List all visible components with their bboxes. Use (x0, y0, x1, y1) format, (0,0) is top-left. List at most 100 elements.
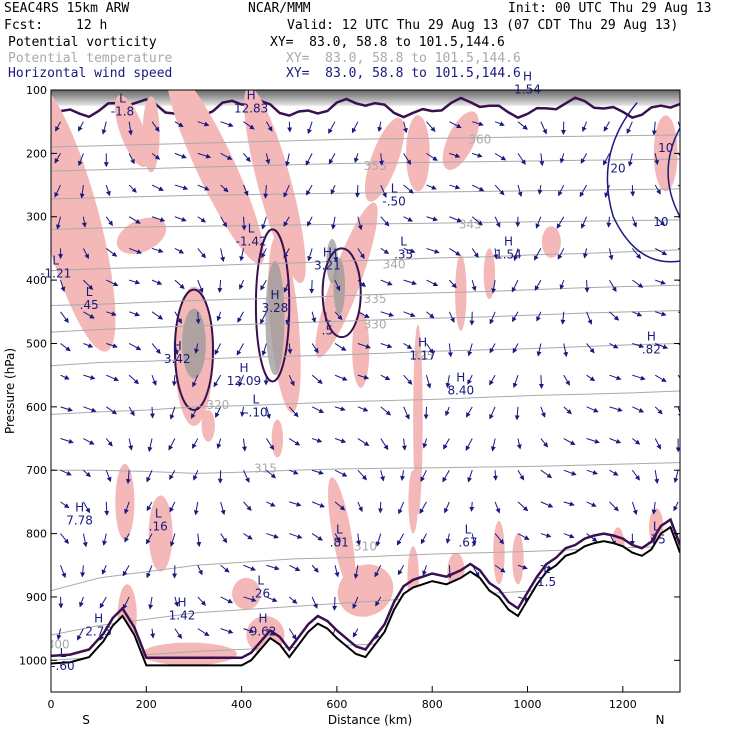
wind-vector (334, 533, 341, 543)
wind-vector (238, 374, 244, 388)
wind-vector (606, 216, 612, 228)
wind-vector (445, 375, 451, 389)
wind-vector (307, 216, 313, 227)
wind-vector (283, 248, 290, 259)
wind-vector (288, 374, 295, 387)
theta-label: 300 (47, 637, 70, 651)
wind-vector (420, 533, 427, 545)
pv-positive-region (201, 410, 215, 442)
wind-vector (151, 247, 164, 253)
wind-vector (449, 248, 461, 256)
wind-vector (514, 406, 520, 421)
field-xy-theta: XY= 83.0, 58.8 to 101.5,144.6 (286, 51, 521, 66)
wind-vector (609, 501, 619, 512)
wind-vector (654, 438, 661, 450)
field-name-theta: Potential temperature (8, 51, 173, 66)
pv-extremum-value: -.50 (382, 195, 405, 209)
pv-extremum-symbol: L (86, 285, 93, 299)
wind-vector (56, 628, 62, 640)
forecast-hour: 12 h (76, 18, 108, 33)
wind-vector (243, 121, 255, 130)
wind-speed-contour (606, 102, 680, 263)
wind-vector (128, 343, 142, 351)
wind-vector (174, 216, 187, 222)
wind-vector (540, 438, 549, 448)
wind-vector (217, 280, 223, 293)
pv-extremum-symbol: H (239, 361, 248, 375)
wind-vector (150, 628, 156, 639)
wind-vector (197, 121, 210, 127)
wind-vector (677, 153, 680, 162)
pv-positive-region (442, 111, 479, 170)
wind-vector (557, 248, 565, 260)
wind-vector (403, 406, 410, 420)
wind-vector (174, 311, 182, 324)
wind-vector (471, 533, 477, 547)
pv-stratosphere-shading (51, 90, 680, 106)
wind-vector (128, 374, 140, 385)
wind-vector (426, 184, 437, 190)
wind-vector (563, 406, 572, 415)
pv-extremum-symbol: L (155, 507, 162, 521)
wind-vector (539, 153, 545, 167)
wind-vector (174, 121, 184, 128)
wind-vector (603, 121, 610, 132)
pv-extremum-value: 1.17 (409, 349, 436, 363)
pv-extremum-value: 9.62 (250, 624, 277, 638)
wind-vector (241, 438, 247, 452)
wind-vector (168, 438, 176, 451)
pv-positive-region (115, 463, 135, 540)
wind-vector (654, 184, 661, 195)
theta-label: 345 (459, 217, 482, 231)
pv-positive-region (352, 311, 370, 388)
wind-vector (654, 247, 668, 256)
pv-extremum-symbol: L (253, 393, 260, 407)
wind-vector (426, 343, 434, 355)
wind-vector (77, 628, 84, 641)
wind-vector (243, 564, 257, 571)
wind-vector (261, 248, 267, 259)
wind-vector (357, 374, 370, 380)
theta-isentrope (51, 158, 680, 172)
wind-vector (283, 279, 290, 293)
wind-vector (511, 279, 519, 293)
wind-vector (129, 279, 141, 285)
wind-vector (401, 438, 407, 451)
wind-vector (493, 248, 499, 260)
wind-vector (334, 469, 348, 477)
wind-vector (194, 343, 199, 354)
wind-vector (403, 184, 414, 194)
wind-vector (311, 343, 319, 354)
wind-vector (193, 501, 199, 516)
wind-vector (105, 184, 111, 197)
wind-vector (243, 153, 251, 163)
wind-vector (169, 406, 176, 420)
wind-vector (632, 406, 645, 413)
wind-vector (146, 470, 153, 483)
wind-vector (422, 438, 428, 449)
wind-vector (426, 121, 436, 132)
wind-speed-contour (667, 127, 680, 218)
wind-vector (128, 438, 134, 451)
pv-positive-region (51, 90, 116, 352)
wind-vector (285, 311, 291, 326)
wind-vector (586, 469, 599, 475)
wind-vector (220, 564, 230, 573)
theta-isentrope (51, 343, 680, 367)
pv-extremum-value: 12.83 (234, 102, 268, 116)
wind-vector (354, 185, 360, 198)
wind-vector (380, 406, 392, 416)
wind-vector (419, 501, 427, 514)
wind-vector (513, 248, 519, 262)
wind-vector (517, 564, 528, 570)
wind-vector (540, 406, 546, 418)
pv-extremum-value: 8.40 (447, 383, 474, 397)
theta-label: 360 (468, 132, 491, 146)
wind-vector (398, 501, 405, 515)
wind-vector (79, 596, 84, 608)
wind-vector (243, 533, 253, 540)
wind-vector (128, 184, 137, 193)
wind-vector (517, 501, 529, 512)
wind-vector (288, 406, 299, 418)
wind-vector (449, 121, 462, 129)
